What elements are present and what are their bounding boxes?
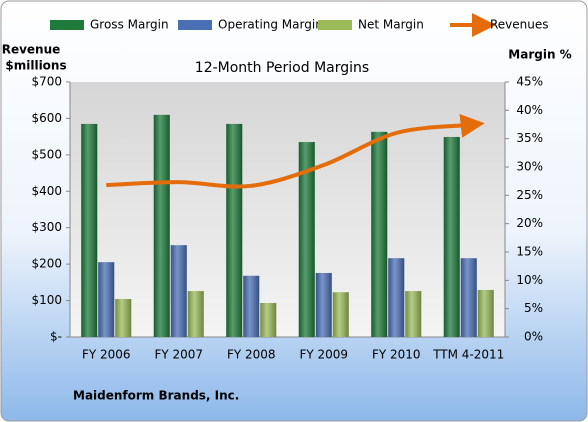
legend-label: Gross Margin [90, 18, 169, 32]
bar-shade [460, 258, 477, 337]
x-tick-label: FY 2008 [227, 348, 276, 362]
y-tick-label: $400 [31, 184, 62, 198]
bar-shade [243, 275, 260, 337]
plot-area [70, 82, 505, 337]
y2-tick-label: 35% [516, 131, 543, 145]
legend-swatch [318, 20, 352, 30]
bar-shade [260, 303, 277, 337]
bar-shade [81, 123, 98, 337]
bar-shade [405, 291, 422, 337]
bar-shade [443, 136, 460, 337]
bar-shade [371, 131, 388, 337]
y-axis-title: Revenue [2, 43, 61, 57]
x-tick-label: FY 2006 [82, 348, 131, 362]
y2-tick-label: 25% [516, 188, 543, 202]
bar-shade [98, 262, 115, 337]
y-tick-label: $600 [31, 111, 62, 125]
chart-title: 12-Month Period Margins [195, 60, 369, 76]
y2-tick-label: 30% [516, 160, 543, 174]
y-tick-label: $200 [31, 257, 62, 271]
y2-tick-label: 40% [516, 103, 543, 117]
y-axis-title: $millions [5, 59, 66, 73]
y-tick-label: $100 [31, 293, 62, 307]
y2-tick-label: 45% [516, 75, 543, 89]
x-tick-label: FY 2010 [372, 348, 421, 362]
bar-shade [187, 291, 204, 337]
legend-label: Net Margin [358, 18, 424, 32]
bar-shade [315, 272, 332, 337]
y-tick-label: $300 [31, 220, 62, 234]
y2-tick-label: 0% [524, 330, 543, 344]
y2-tick-label: 15% [516, 245, 543, 259]
y2-tick-label: 20% [516, 216, 543, 230]
y-tick-label: $500 [31, 147, 62, 161]
y-tick-label: $700 [31, 75, 62, 89]
bar-shade [388, 258, 405, 337]
legend-swatch [50, 20, 84, 30]
x-tick-label: FY 2009 [299, 348, 348, 362]
legend-label: Operating Margin [218, 18, 323, 32]
y2-tick-label: 10% [516, 273, 543, 287]
x-tick-label: FY 2007 [154, 348, 203, 362]
bar-shade [332, 292, 349, 337]
bar-shade [170, 245, 187, 337]
footer: Maidenform Brands, Inc. [73, 389, 239, 403]
bar-shade [477, 289, 494, 337]
bar-shade [226, 123, 243, 337]
legend-swatch [178, 20, 212, 30]
x-tick-label: TTM 4-2011 [432, 348, 504, 362]
bar-shade [153, 114, 170, 337]
y-tick-label: $- [50, 330, 62, 344]
bar-shade [298, 142, 315, 337]
line [106, 113, 485, 189]
legend-label: Revenues [490, 18, 549, 32]
bar-shade [115, 299, 132, 337]
y2-axis-title: Margin % [508, 48, 571, 62]
y2-tick-label: 5% [524, 301, 543, 315]
